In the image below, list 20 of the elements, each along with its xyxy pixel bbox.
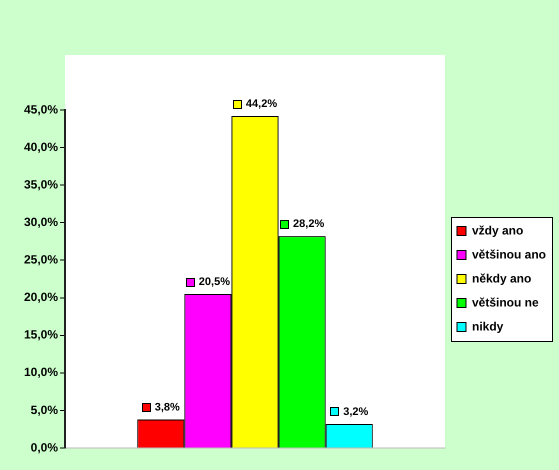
legend-label: někdy ano — [472, 271, 532, 286]
data-label: 20,5% — [198, 276, 230, 288]
y-tick-label: 0,0% — [30, 440, 58, 454]
data-label: 44,2% — [246, 98, 278, 110]
legend-label: většinou ano — [472, 247, 546, 262]
legend-label: nikdy — [472, 319, 504, 334]
y-tick-label: 20,0% — [24, 290, 58, 304]
y-tick-label: 40,0% — [24, 140, 58, 154]
data-label: 3,8% — [154, 401, 180, 414]
y-tick-label: 30,0% — [24, 214, 58, 229]
y-tick-label: 45,0% — [24, 102, 58, 116]
y-tick-label: 25,0% — [24, 252, 58, 267]
legend-label: většinou ne — [472, 295, 539, 310]
y-tick-label: 10,0% — [24, 365, 58, 380]
legend-label: vždy ano — [472, 223, 524, 238]
data-label: 3,2% — [343, 406, 368, 418]
data-label: 28,2% — [293, 218, 324, 230]
y-tick-label: 5,0% — [30, 402, 58, 417]
y-tick-label: 15,0% — [24, 328, 58, 342]
y-tick-label: 35,0% — [24, 177, 58, 192]
